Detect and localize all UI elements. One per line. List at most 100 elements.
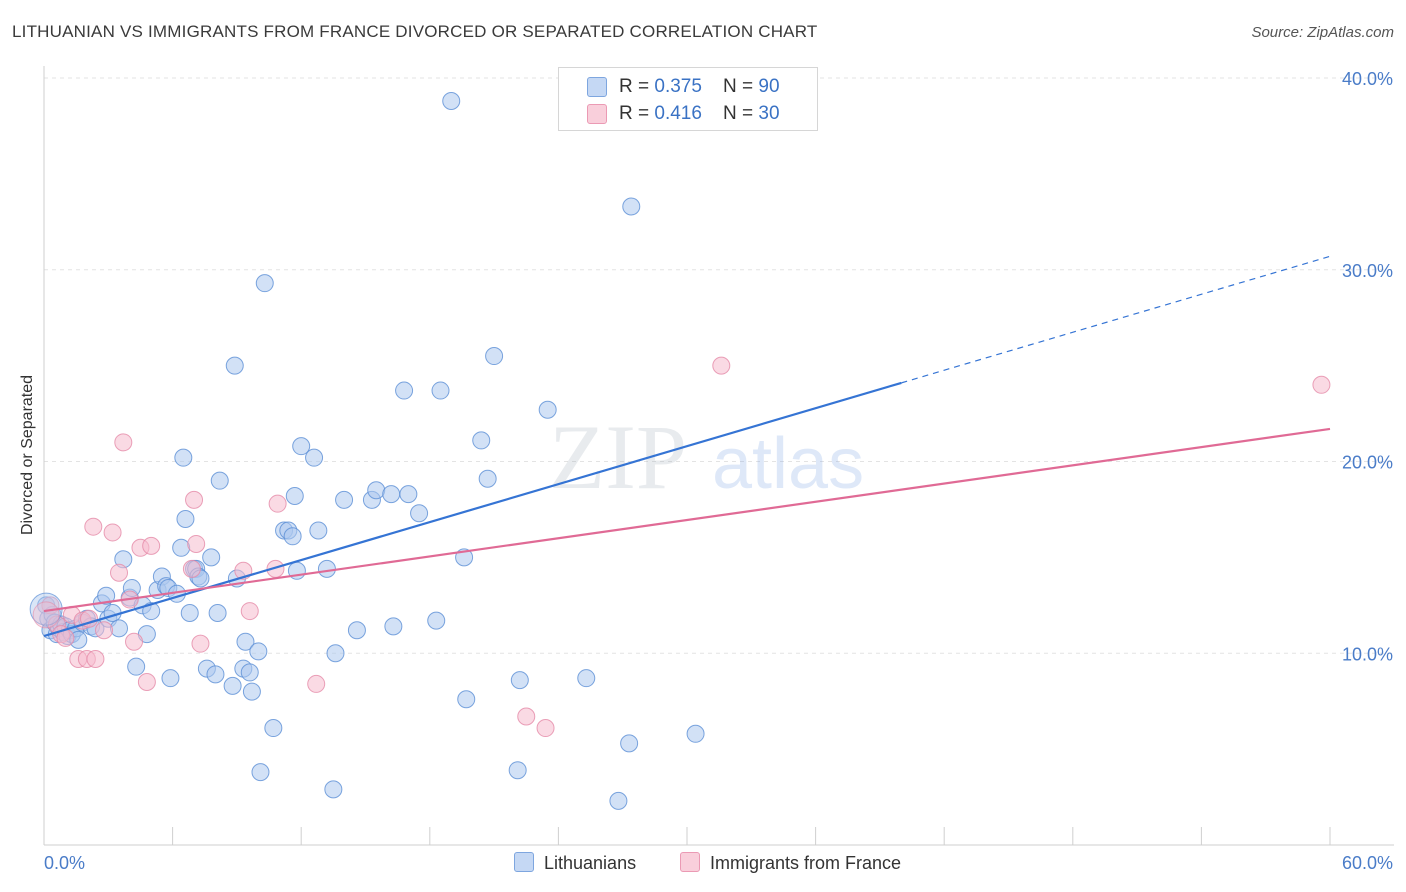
lithuanian-point [335, 490, 354, 509]
correlation-legend: R = 0.375 N = 90 R = 0.416 N = 30 [558, 67, 818, 131]
lithuanian-point [326, 644, 345, 663]
france-point [191, 634, 210, 653]
y-tick-label: 10.0% [1342, 644, 1393, 664]
legend-swatch-pink [587, 104, 607, 124]
y-tick-label: 40.0% [1342, 69, 1393, 89]
lithuanian-point [180, 603, 199, 622]
lithuanian-point [176, 510, 195, 529]
lithuanian-point [255, 274, 274, 293]
lithuanian-point [210, 471, 229, 490]
lithuanian-point [305, 448, 324, 467]
lithuanian-point [174, 448, 193, 467]
lithuanian-point [324, 780, 343, 799]
lithuanian-point [442, 92, 461, 111]
lithuanian-point [457, 690, 476, 709]
legend-r-value: 0.375 [654, 76, 702, 97]
lithuanian-point [309, 521, 328, 540]
lithuanian-point [251, 763, 270, 782]
lithuanian-point [347, 621, 366, 640]
lithuanian-point [620, 734, 639, 753]
france-point [712, 356, 731, 375]
france-point [307, 674, 326, 693]
lithuanian-point [292, 437, 311, 456]
trend-layer [43, 255, 1331, 638]
france-point [517, 707, 536, 726]
lithuanian-point [609, 791, 628, 810]
legend-n-value: 90 [758, 76, 780, 97]
france-point [95, 621, 114, 640]
france-point [110, 563, 129, 582]
france-point [84, 517, 103, 536]
lithuanian-point [285, 487, 304, 506]
lithuanian-point [395, 381, 414, 400]
lithuanian-point [283, 527, 302, 546]
lithuanian-point [622, 197, 641, 216]
france-point [240, 602, 259, 621]
france-point [142, 536, 161, 555]
lithuanian-point [317, 559, 336, 578]
bottom-legend-swatch-pink [680, 852, 700, 872]
lithuanian-point [172, 538, 191, 557]
lithuanian-point [367, 481, 386, 500]
x-tick-label: 60.0% [1342, 853, 1393, 873]
lithuanian-point [538, 400, 557, 419]
lithuanian-point [242, 682, 261, 701]
x-tick-label: 0.0% [44, 853, 85, 873]
lithuanian-point [427, 611, 446, 630]
lithuanian-trend-extension [901, 255, 1331, 384]
lithuanian-point [240, 663, 259, 682]
chart-title: LITHUANIAN VS IMMIGRANTS FROM FRANCE DIV… [12, 22, 818, 41]
lithuanian-point [97, 586, 116, 605]
legend-swatch-blue [587, 77, 607, 97]
legend-r-label: R = [619, 103, 655, 124]
lithuanian-point [382, 485, 401, 504]
france-point [114, 433, 133, 452]
lithuanian-point [202, 548, 221, 567]
legend-r-label: R = [619, 76, 655, 97]
source-credit: Source: ZipAtlas.com [1251, 24, 1394, 41]
legend-n-value: 30 [758, 103, 780, 124]
lithuanian-point [223, 676, 242, 695]
watermark-zip: ZIP [549, 406, 687, 508]
bottom-legend-france: Immigrants from France [680, 852, 901, 874]
lithuanian-point [485, 347, 504, 366]
france-point [1312, 375, 1331, 394]
lithuanian-point [236, 632, 255, 651]
france-point [103, 523, 122, 542]
france-point [32, 601, 60, 629]
lithuanian-point [510, 671, 529, 690]
lithuanian-point [206, 665, 225, 684]
lithuanian-point [478, 469, 497, 488]
lithuanian-point [249, 642, 268, 661]
france-point [536, 719, 555, 738]
lithuanian-point [431, 381, 450, 400]
lithuanian-point [577, 669, 596, 688]
lithuanian-point [686, 724, 705, 743]
lithuanian-point [384, 617, 403, 636]
lithuanian-point [161, 669, 180, 688]
legend-n-label: N = [723, 103, 759, 124]
watermark: ZIP atlas [549, 406, 864, 508]
france-point [268, 494, 287, 513]
lithuanian-point [472, 431, 491, 450]
lithuanian-point [264, 719, 283, 738]
france-point [185, 490, 204, 509]
axis-layer [43, 66, 1394, 846]
france-trend-line [43, 427, 1331, 613]
lithuanian-point [110, 619, 129, 638]
legend-r-value: 0.416 [654, 103, 702, 124]
legend-n-label: N = [723, 76, 759, 97]
lithuanian-point [127, 657, 146, 676]
lithuanian-point [225, 356, 244, 375]
lithuanian-point [142, 602, 161, 621]
tick-label-layer: 10.0% 20.0% 30.0% 40.0% 0.0% 60.0% [44, 69, 1393, 873]
lithuanian-trend-line [43, 381, 902, 638]
france-point [86, 650, 105, 669]
bottom-legend-label: Immigrants from France [710, 853, 902, 873]
y-tick-label: 20.0% [1342, 453, 1393, 473]
lithuanian-point [410, 504, 429, 523]
france-point [187, 534, 206, 553]
lithuanian-point [508, 761, 527, 780]
france-point [182, 559, 201, 578]
